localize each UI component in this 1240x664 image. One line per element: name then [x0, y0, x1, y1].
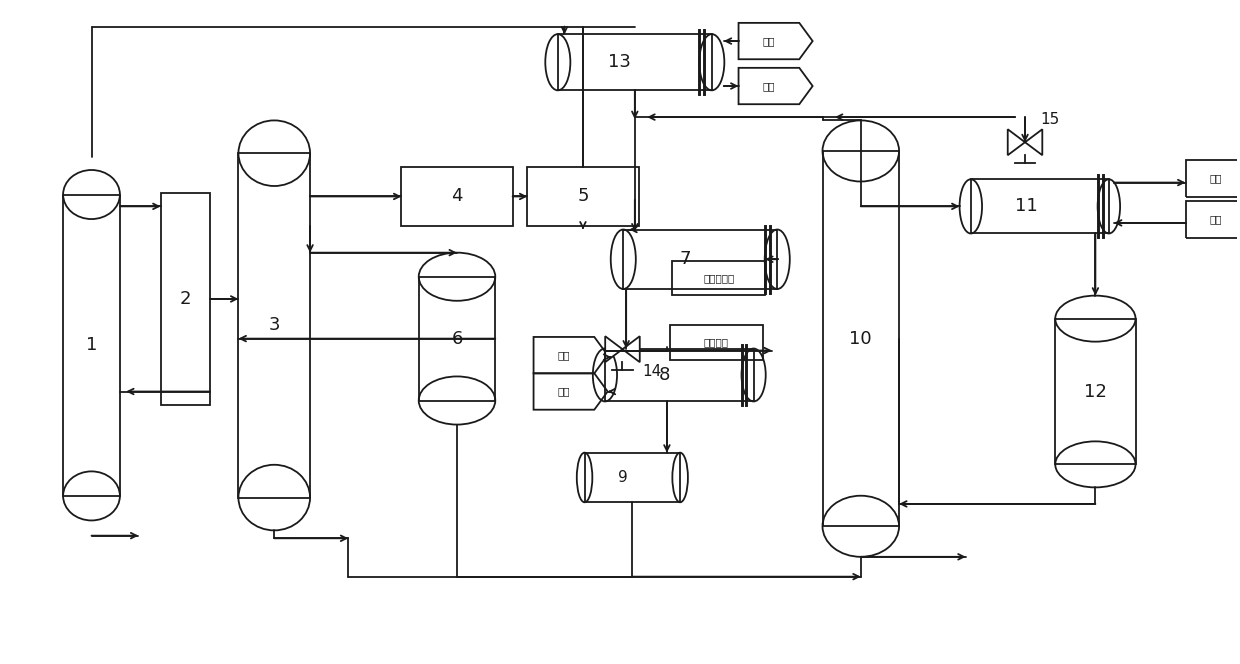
Text: 液态氯化氢: 液态氯化氢 — [703, 273, 734, 283]
Text: 7: 7 — [680, 250, 691, 268]
Bar — [238, 153, 310, 497]
Text: 热媒: 热媒 — [763, 81, 775, 91]
Polygon shape — [1008, 129, 1025, 155]
Bar — [971, 179, 1109, 234]
Text: 尾气处理: 尾气处理 — [704, 337, 729, 347]
Bar — [672, 260, 765, 295]
Text: 14: 14 — [642, 364, 661, 379]
Text: 2: 2 — [180, 290, 191, 308]
Text: 11: 11 — [1014, 197, 1038, 215]
Bar — [402, 167, 512, 226]
Bar — [558, 34, 712, 90]
Polygon shape — [622, 336, 640, 362]
Text: 10: 10 — [849, 329, 872, 348]
Bar — [670, 325, 763, 360]
Text: 冷媒: 冷媒 — [558, 350, 570, 360]
Bar — [419, 277, 495, 400]
Bar — [527, 167, 639, 226]
Bar — [1055, 319, 1136, 464]
Polygon shape — [605, 336, 622, 362]
Text: 9: 9 — [618, 470, 627, 485]
Text: 13: 13 — [608, 53, 631, 71]
Polygon shape — [1025, 129, 1043, 155]
Text: 冷媒: 冷媒 — [558, 386, 570, 396]
Text: 冷媒: 冷媒 — [1210, 173, 1223, 184]
Bar — [161, 193, 210, 405]
Bar — [822, 151, 899, 527]
Bar — [624, 230, 777, 289]
Text: 6: 6 — [451, 329, 463, 348]
Text: 1: 1 — [86, 336, 97, 354]
Text: 热媒: 热媒 — [763, 36, 775, 46]
Text: 12: 12 — [1084, 382, 1107, 400]
Text: 5: 5 — [577, 187, 589, 205]
Text: 3: 3 — [269, 316, 280, 335]
Text: 8: 8 — [658, 366, 670, 384]
Text: 15: 15 — [1040, 112, 1059, 127]
Bar — [63, 195, 120, 496]
Bar — [584, 453, 680, 502]
Text: 4: 4 — [451, 187, 463, 205]
Bar — [605, 349, 754, 402]
Text: 冷媒: 冷媒 — [1210, 214, 1223, 224]
